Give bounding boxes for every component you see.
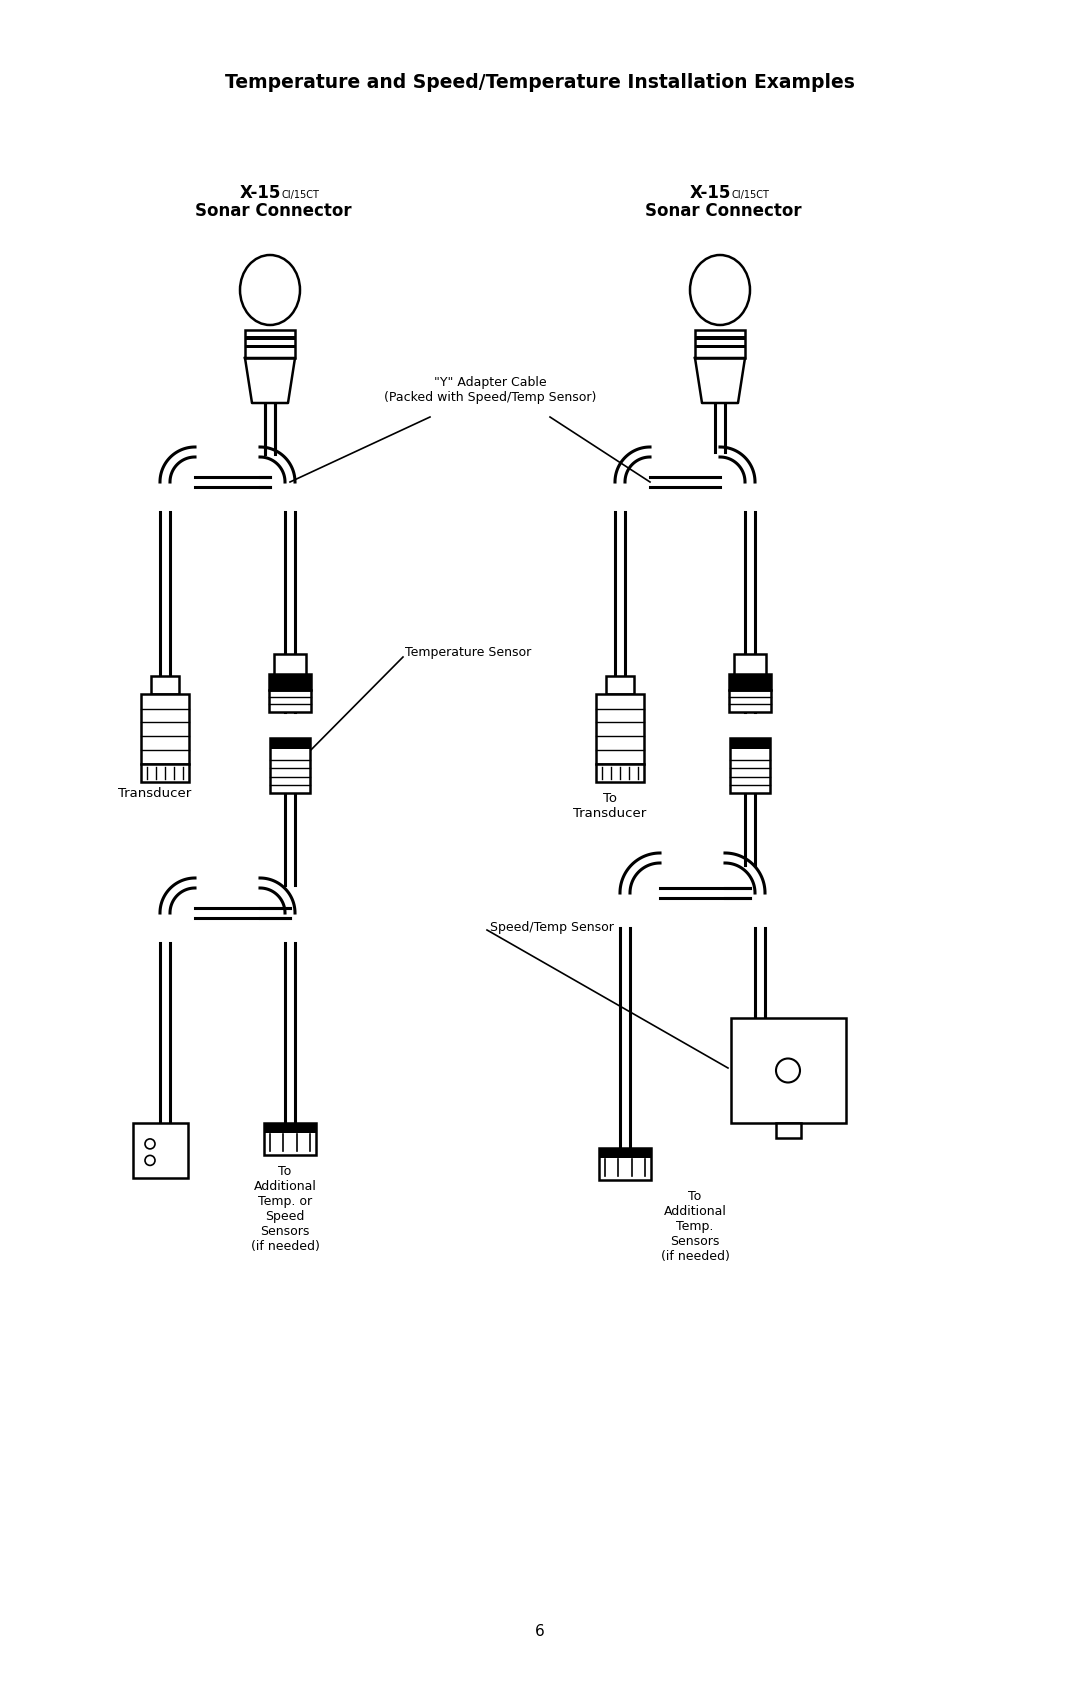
Text: To
Additional
Temp. or
Speed
Sensors
(if needed): To Additional Temp. or Speed Sensors (if… (251, 1166, 320, 1253)
Bar (264, 1124, 316, 1156)
Bar (596, 695, 644, 764)
Bar (775, 1124, 800, 1139)
Bar (696, 330, 745, 358)
Bar (730, 1018, 846, 1124)
Bar (599, 1149, 651, 1181)
Text: To
Transducer: To Transducer (119, 772, 191, 801)
Bar (729, 690, 771, 711)
Text: Sonar Connector: Sonar Connector (645, 202, 801, 220)
Bar (274, 654, 306, 674)
Bar (151, 676, 179, 695)
Text: X-15: X-15 (240, 183, 282, 202)
Bar (264, 1124, 316, 1132)
Text: To
Additional
Temp.
Sensors
(if needed): To Additional Temp. Sensors (if needed) (661, 1189, 729, 1263)
Bar (696, 336, 745, 340)
Bar (245, 345, 295, 348)
Bar (270, 738, 310, 748)
Text: To
Transducer: To Transducer (573, 792, 647, 821)
Text: "Y" Adapter Cable
(Packed with Speed/Temp Sensor): "Y" Adapter Cable (Packed with Speed/Tem… (383, 377, 596, 404)
Bar (270, 738, 310, 792)
Bar (730, 738, 770, 748)
Text: Speed/Temp Sensor: Speed/Temp Sensor (490, 920, 613, 934)
Bar (696, 345, 745, 348)
Text: CI/15CT: CI/15CT (282, 190, 320, 200)
Text: CI/15CT: CI/15CT (732, 190, 770, 200)
Bar (141, 764, 189, 782)
Bar (599, 1149, 651, 1157)
Bar (729, 674, 771, 690)
Polygon shape (696, 358, 745, 404)
Text: 6: 6 (535, 1625, 545, 1640)
Bar (269, 690, 311, 711)
Bar (245, 336, 295, 340)
Text: X-15: X-15 (690, 183, 731, 202)
Text: Temperature Sensor: Temperature Sensor (405, 646, 531, 658)
Bar (141, 695, 189, 764)
Bar (734, 654, 766, 674)
Bar (245, 330, 295, 358)
Bar (606, 676, 634, 695)
Bar (730, 738, 770, 792)
Text: Sonar Connector: Sonar Connector (195, 202, 352, 220)
Bar (269, 674, 311, 690)
Bar (133, 1124, 188, 1177)
Polygon shape (245, 358, 295, 404)
Bar (596, 764, 644, 782)
Text: Temperature and Speed/Temperature Installation Examples: Temperature and Speed/Temperature Instal… (225, 72, 855, 91)
